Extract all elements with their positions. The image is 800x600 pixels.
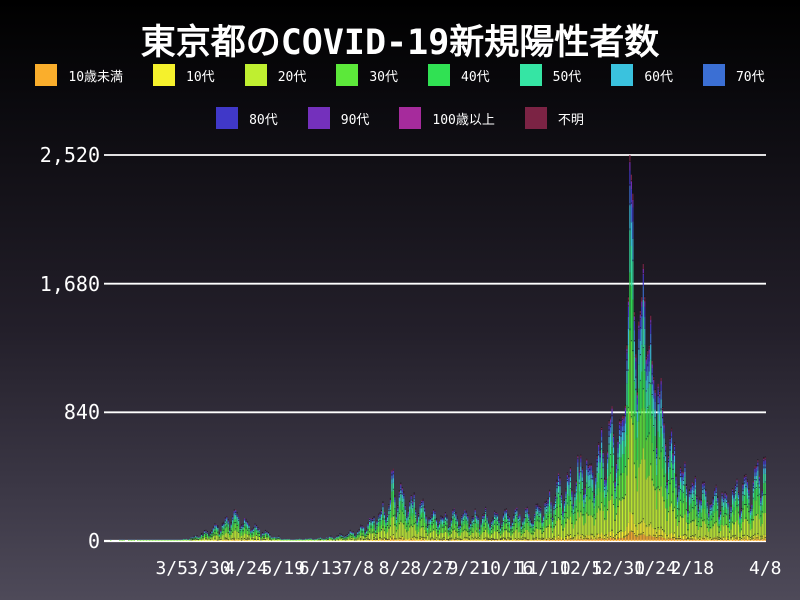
series-bars-70代: [110, 185, 766, 540]
legend-item-9: 90代: [307, 107, 370, 129]
legend-item-4: 40代: [428, 64, 490, 86]
x-tick-label: 12/5: [559, 558, 603, 579]
legend-swatch-icon: [216, 107, 239, 129]
series-bars-100歳以上: [224, 161, 766, 522]
x-tick-label: 4/24: [224, 558, 268, 579]
legend-label: 20代: [277, 69, 307, 85]
series-bars-80代: [110, 170, 766, 540]
y-tick-label: 0: [87, 529, 100, 553]
legend-row-1: 10歳未満 10代 20代 30代 40代 50代 60代 70代: [0, 64, 800, 86]
series-bars-20代: [110, 411, 766, 541]
legend-label: 30代: [369, 69, 398, 85]
y-tick-label: 2,520: [39, 143, 100, 167]
x-tick-label: 5/19: [261, 558, 305, 579]
y-tick-label: 840: [63, 400, 100, 425]
series-bars-50代: [110, 230, 766, 541]
legend-label: 90代: [340, 112, 370, 128]
legend-label: 40代: [461, 69, 490, 85]
legend-item-2: 20代: [244, 64, 307, 86]
legend-swatch-icon: [399, 107, 422, 129]
x-tick-label: 6/13: [298, 558, 343, 579]
legend-label: 70代: [735, 69, 765, 85]
y-axis: 0 840 1,680 2,520: [0, 0, 100, 600]
legend-item-3: 30代: [336, 64, 398, 86]
legend-swatch-icon: [702, 64, 725, 86]
legend-swatch-icon: [153, 64, 176, 86]
legend-swatch-icon: [611, 64, 634, 86]
x-tick-label: 3/5: [155, 558, 188, 579]
chart-title: 東京都のCOVID-19新規陽性者数: [140, 23, 660, 63]
legend-item-10: 100歳以上: [399, 107, 495, 129]
legend-item-6: 60代: [611, 64, 673, 86]
series-bars-90代: [183, 162, 766, 540]
x-tick-label: 8/27: [410, 558, 454, 579]
legend-label: 80代: [249, 112, 278, 128]
x-tick-label: 9/21: [447, 558, 491, 579]
legend-swatch-icon: [35, 64, 58, 86]
legend-item-1: 10代: [153, 64, 215, 86]
legend-label: 100歳以上: [432, 112, 495, 128]
legend-label: 60代: [644, 69, 673, 85]
y-tick-label: 1,680: [39, 271, 100, 296]
legend-swatch-icon: [519, 64, 542, 86]
x-tick-label: 12/30: [590, 558, 646, 579]
legend-label: 50代: [552, 69, 582, 85]
legend-swatch-icon: [307, 107, 330, 129]
legend-row-2: 80代 90代 100歳以上 不明: [0, 107, 800, 129]
legend-item-0: 10歳未満: [35, 64, 123, 86]
legend-item-11: 不明: [524, 107, 584, 129]
x-tick-label: 3/30: [187, 558, 231, 579]
x-tick-label: 2/18: [670, 558, 715, 579]
legend-label: 10歳未満: [68, 69, 124, 85]
legend-item-7: 70代: [702, 64, 765, 86]
x-tick-label: 4/8: [748, 558, 782, 579]
legend-swatch-icon: [524, 107, 547, 129]
x-tick-label: 7/8: [341, 558, 374, 579]
legend-swatch-icon: [428, 64, 450, 86]
x-axis: 3/5 3/30 4/24 5/19 6/13 7/8 8/2 8/27 9/21 10/16 11…: [0, 558, 800, 588]
legend-label: 不明: [557, 112, 584, 128]
legend-swatch-icon: [244, 64, 267, 86]
legend-item-5: 50代: [519, 64, 582, 86]
series-bars-40代: [110, 272, 766, 541]
x-tick-label: 8/2: [378, 558, 412, 579]
x-tick-label: 10/16: [479, 558, 534, 579]
x-tick-label: 11/10: [516, 558, 571, 579]
legend-item-8: 80代: [216, 107, 278, 129]
series-bars-60代: [110, 205, 766, 540]
legend-label: 10代: [186, 69, 215, 85]
series-bars-30代: [110, 330, 766, 541]
bar-outline-speckles: [190, 160, 766, 541]
legend-swatch-icon: [336, 64, 359, 86]
series-bars-10歳未満: [183, 531, 766, 541]
x-tick-label: 1/24: [633, 558, 677, 579]
series-bars-不明: [186, 155, 766, 539]
